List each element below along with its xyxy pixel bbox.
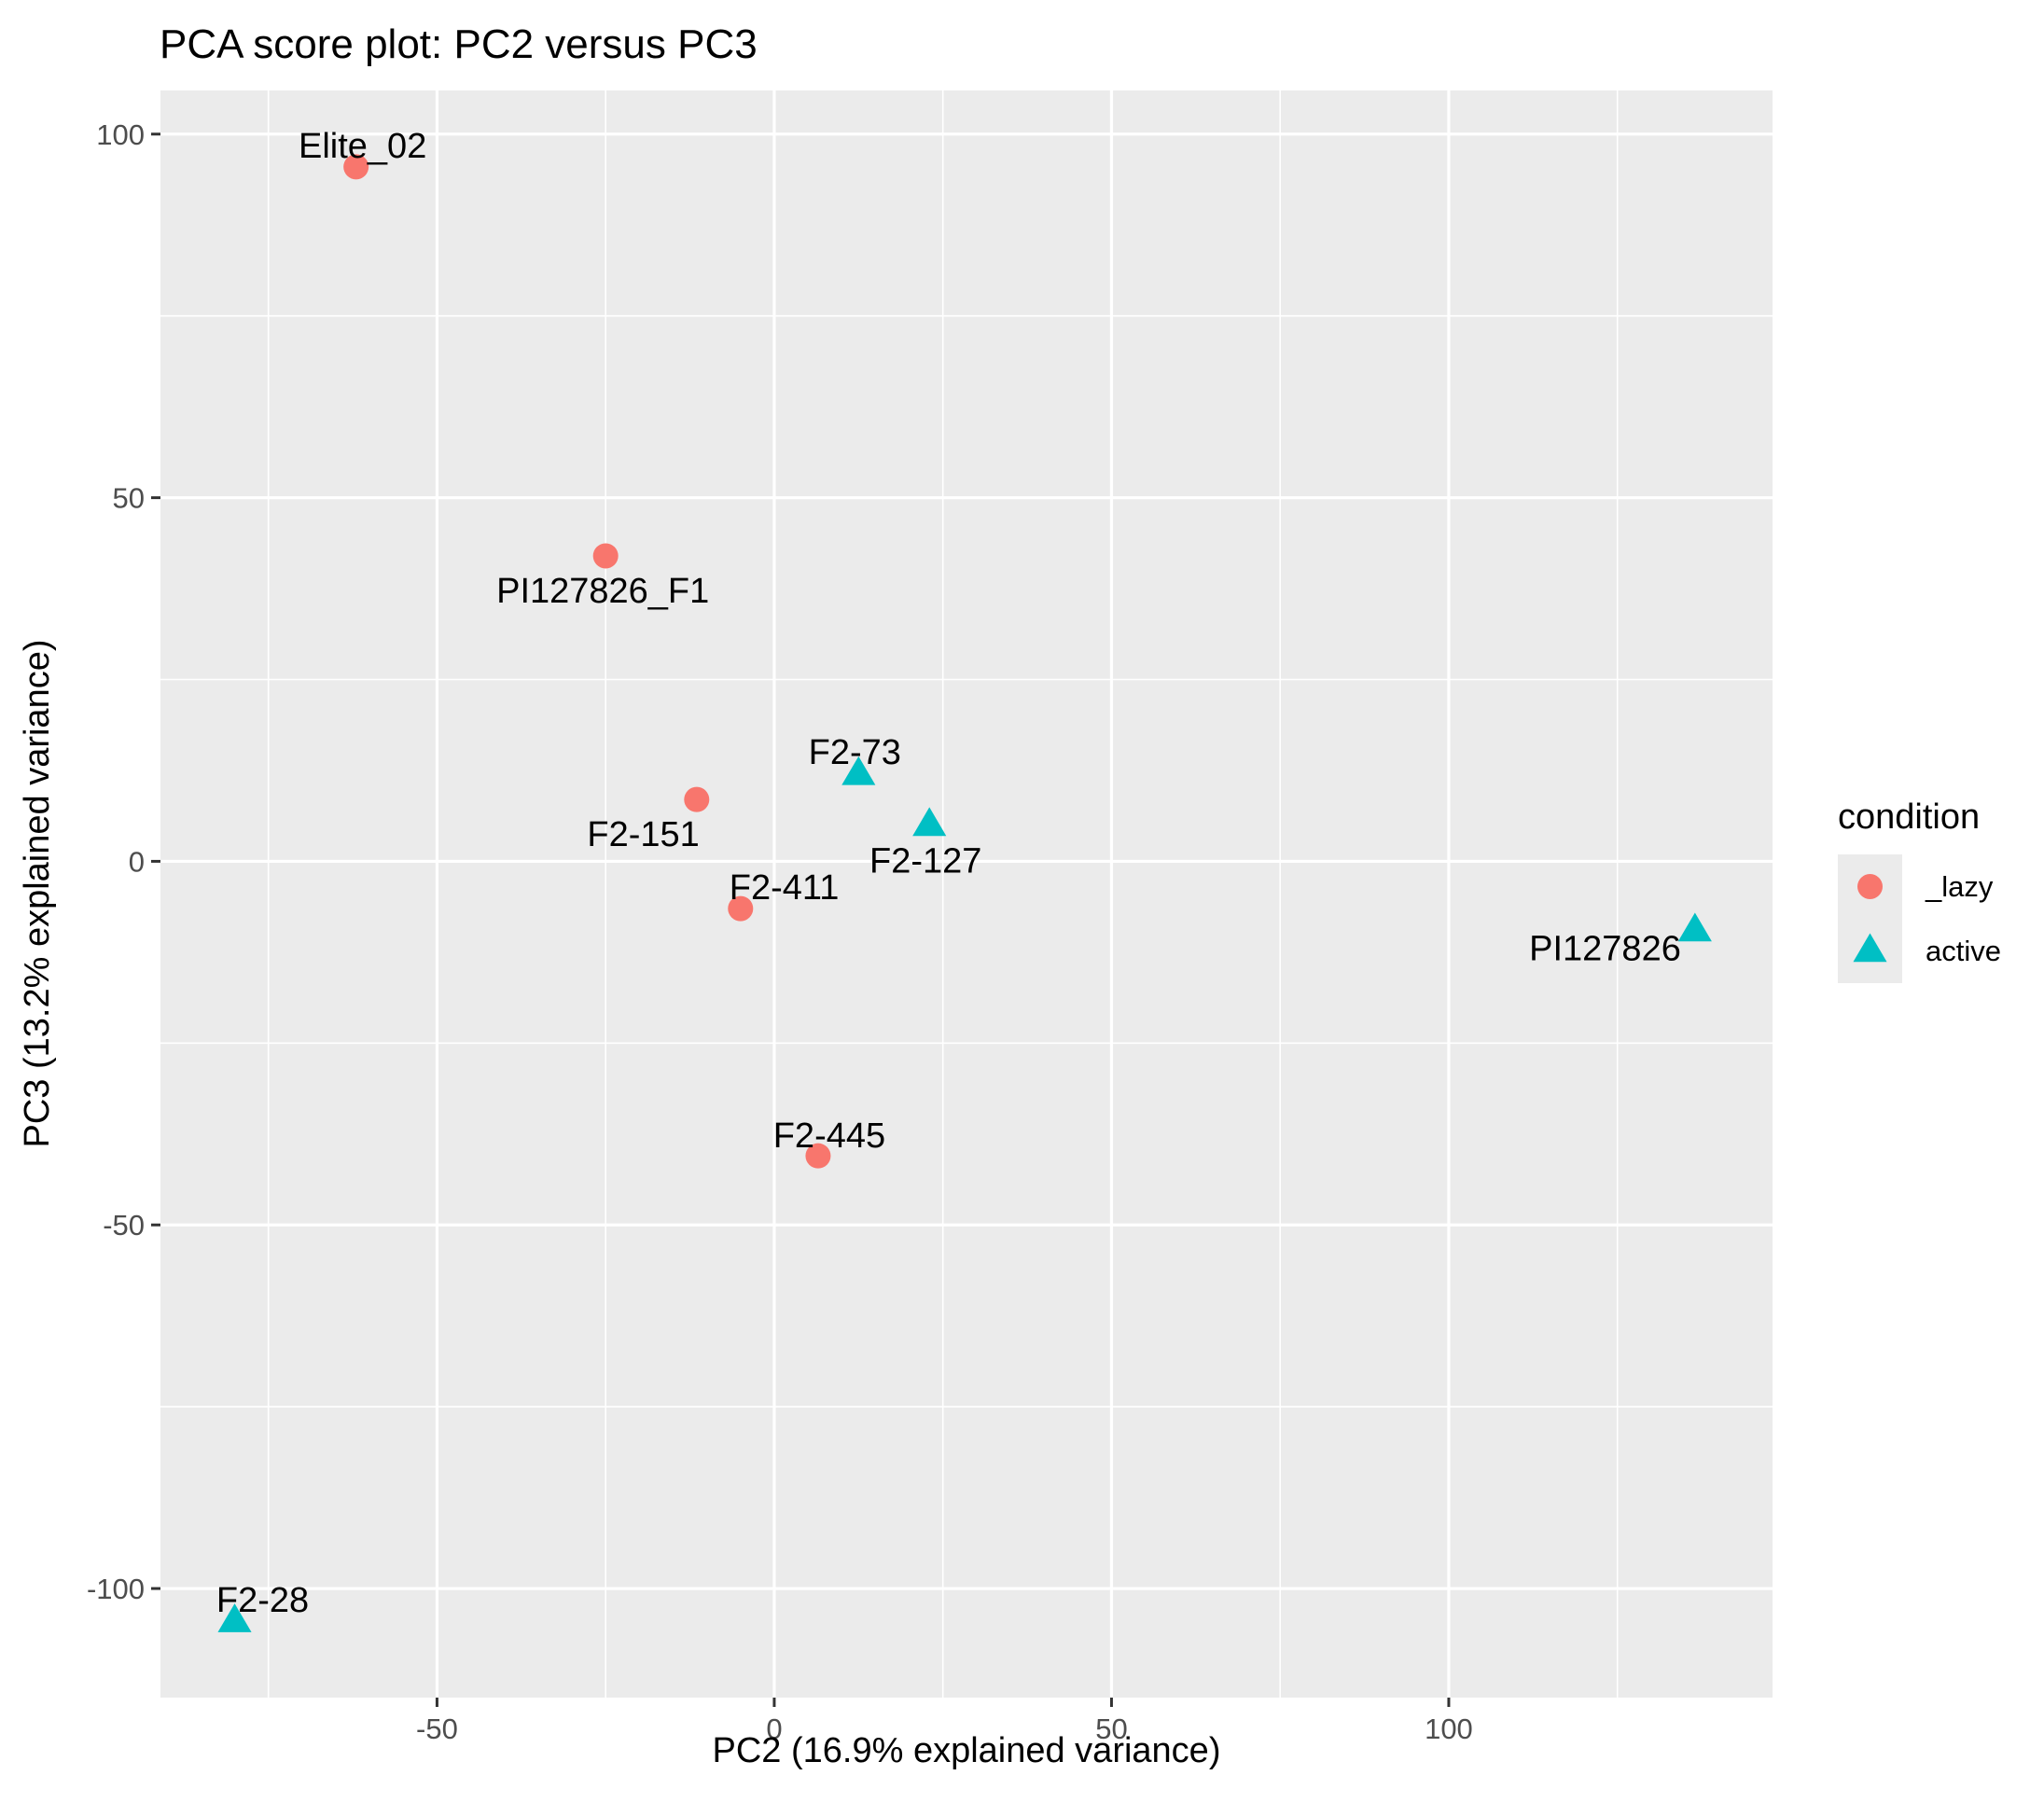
chart-title: PCA score plot: PC2 versus PC3 bbox=[160, 21, 758, 67]
y-axis-ticks: -100 -50 0 50 100 bbox=[87, 118, 160, 1605]
legend-title: condition bbox=[1838, 797, 1980, 837]
legend-entry-label: active bbox=[1926, 935, 2001, 967]
data-point-label: F2-28 bbox=[216, 1581, 309, 1620]
data-point bbox=[805, 1143, 831, 1169]
legend-entry-label: _lazy bbox=[1925, 870, 1994, 903]
data-point bbox=[343, 154, 369, 180]
data-point bbox=[592, 543, 619, 569]
x-tick-label: 0 bbox=[766, 1713, 782, 1745]
legend-symbol bbox=[1853, 933, 1887, 963]
y-tick-label: -50 bbox=[103, 1209, 145, 1241]
major-gridlines bbox=[160, 90, 1773, 1698]
data-point-label: F2-445 bbox=[773, 1116, 885, 1156]
x-tick-label: -50 bbox=[416, 1713, 458, 1745]
data-point bbox=[684, 786, 710, 812]
data-point-label: Elite_02 bbox=[299, 127, 426, 166]
data-point-label: F2-73 bbox=[809, 733, 901, 772]
data-point bbox=[841, 756, 876, 785]
data-point-label: F2-127 bbox=[869, 841, 981, 881]
y-tick-label: 100 bbox=[96, 118, 145, 151]
plot-panel bbox=[160, 90, 1773, 1698]
y-axis-title: PC3 (13.2% explained variance) bbox=[18, 640, 57, 1148]
data-point bbox=[217, 1603, 252, 1632]
data-point-labels: Elite_02 PI127826_F1 F2-151 F2-73 F2-127 F2-4… bbox=[216, 127, 1681, 1620]
data-point-label: F2-411 bbox=[730, 868, 840, 908]
data-point-label: PI127826 bbox=[1529, 929, 1681, 968]
y-tick-label: 50 bbox=[113, 482, 145, 515]
minor-gridlines bbox=[160, 90, 1773, 1698]
legend-symbol bbox=[1857, 874, 1883, 899]
data-point bbox=[1677, 912, 1712, 942]
y-tick-label: -100 bbox=[87, 1573, 145, 1605]
data-point bbox=[912, 807, 947, 837]
data-point bbox=[728, 895, 754, 922]
data-point-label: PI127826_F1 bbox=[496, 572, 709, 611]
y-tick-label: 0 bbox=[129, 845, 145, 878]
x-axis-ticks: -50 0 50 100 bbox=[416, 1698, 1473, 1745]
x-axis-title: PC2 (16.9% explained variance) bbox=[713, 1731, 1221, 1770]
x-tick-label: 50 bbox=[1095, 1713, 1127, 1745]
data-points bbox=[217, 154, 1712, 1632]
x-tick-label: 100 bbox=[1425, 1713, 1473, 1745]
data-point-label: F2-151 bbox=[587, 815, 699, 854]
